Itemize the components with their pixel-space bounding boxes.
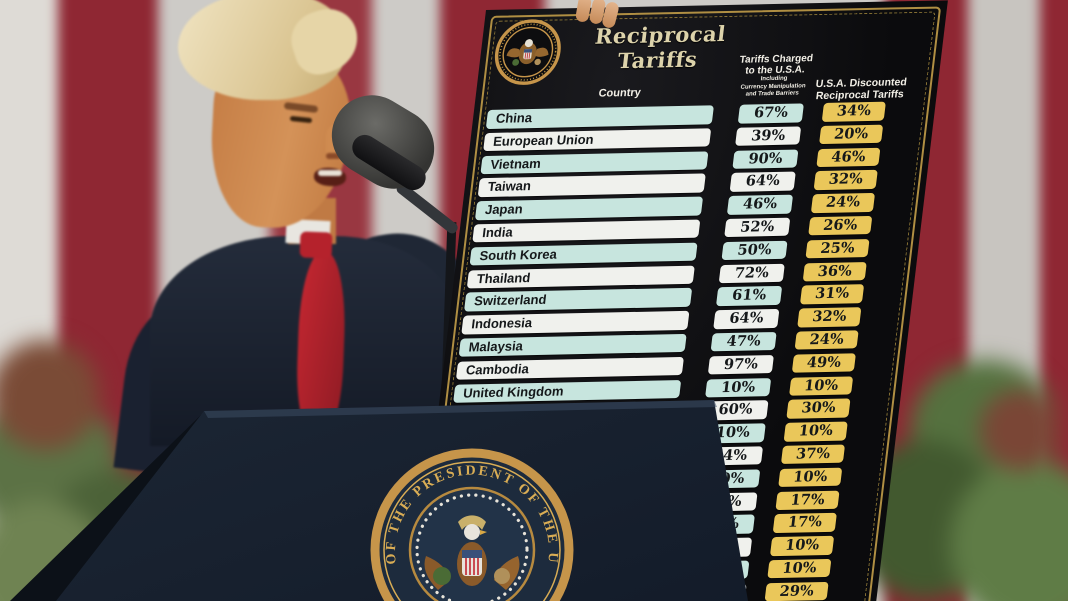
country-cell: China <box>485 105 714 129</box>
country-cell: Taiwan <box>477 173 706 198</box>
teeth <box>318 170 342 176</box>
discounted-tariff-cell: 10% <box>767 558 832 579</box>
country-cell: Vietnam <box>480 150 709 175</box>
tariff-charged-cell: 50% <box>721 240 788 261</box>
tariff-board: Reciprocal Tariffs Country Tariffs Charg… <box>402 0 948 601</box>
presidential-seal: OF THE PRESIDENT OF THE UNITED S <box>370 448 574 601</box>
foliage-blob <box>0 340 100 450</box>
tariff-charged-cell: 39% <box>735 126 802 147</box>
discounted-tariff-cell: 10% <box>769 535 835 556</box>
tariff-charged-cell: 72% <box>718 263 785 284</box>
mic-boom-arm <box>394 181 460 236</box>
tariff-charged-cell: 64% <box>713 309 780 329</box>
discounted-tariff-cell: 37% <box>780 444 846 465</box>
board-presidential-seal <box>494 19 561 85</box>
column-header-discounted: U.S.A. Discounted Reciprocal Tariffs <box>810 76 911 103</box>
country-cell: Malaysia <box>458 333 687 358</box>
country-cell: Thailand <box>466 265 695 289</box>
column-header-country: Country <box>597 86 642 100</box>
discounted-tariff-cell: 20% <box>819 124 884 145</box>
discounted-tariff-cell: 36% <box>802 261 867 282</box>
tariff-charged-cell: 90% <box>732 149 799 169</box>
tariff-charged-cell: 97% <box>707 354 774 375</box>
discounted-tariff-cell: 24% <box>794 330 859 351</box>
discounted-tariff-cell: 17% <box>772 513 837 533</box>
discounted-tariff-cell: 34% <box>821 101 886 122</box>
discounted-tariff-cell: 26% <box>808 215 873 236</box>
discounted-tariff-cell: 46% <box>816 147 881 168</box>
column-header-tariffs-charged: Tariffs Charged to the U.S.A. Including … <box>725 53 824 100</box>
foliage-blob <box>980 390 1060 470</box>
country-cell: European Union <box>483 128 712 152</box>
country-cell: South Korea <box>469 242 698 266</box>
discounted-tariff-cell: 32% <box>797 307 862 328</box>
tariff-charged-cell: 47% <box>710 331 777 352</box>
discounted-tariff-cell: 17% <box>775 490 840 511</box>
country-cell: Switzerland <box>464 288 693 312</box>
tariff-charged-cell: 61% <box>715 286 783 307</box>
discounted-tariff-cell: 10% <box>789 375 854 396</box>
discounted-tariff-cell: 30% <box>786 398 851 419</box>
country-cell: Indonesia <box>461 310 690 335</box>
discounted-tariff-cell: 31% <box>799 284 865 305</box>
tariff-charged-cell: 10% <box>705 377 772 398</box>
discounted-tariff-cell: 29% <box>764 581 829 601</box>
discounted-tariff-cell: 32% <box>813 170 878 191</box>
country-cell: Japan <box>474 196 704 220</box>
mic-windscreen <box>316 80 450 204</box>
board-title: Reciprocal Tariffs <box>593 20 728 74</box>
discounted-tariff-cell: 10% <box>778 467 843 488</box>
country-cell: India <box>472 219 701 243</box>
country-cell: United Kingdom <box>453 379 682 403</box>
discounted-tariff-cell: 49% <box>791 353 856 373</box>
tariff-charged-cell: 52% <box>724 217 791 238</box>
nostril-shadow <box>326 153 342 159</box>
country-cell: Cambodia <box>455 356 685 380</box>
discounted-tariff-cell: 24% <box>810 193 876 213</box>
discounted-tariff-cell: 10% <box>783 421 848 442</box>
tariff-charged-cell: 67% <box>737 103 804 124</box>
discounted-tariff-cell: 25% <box>805 238 870 259</box>
tariff-charged-cell: 46% <box>726 194 794 215</box>
tariff-charged-cell: 64% <box>729 171 796 192</box>
